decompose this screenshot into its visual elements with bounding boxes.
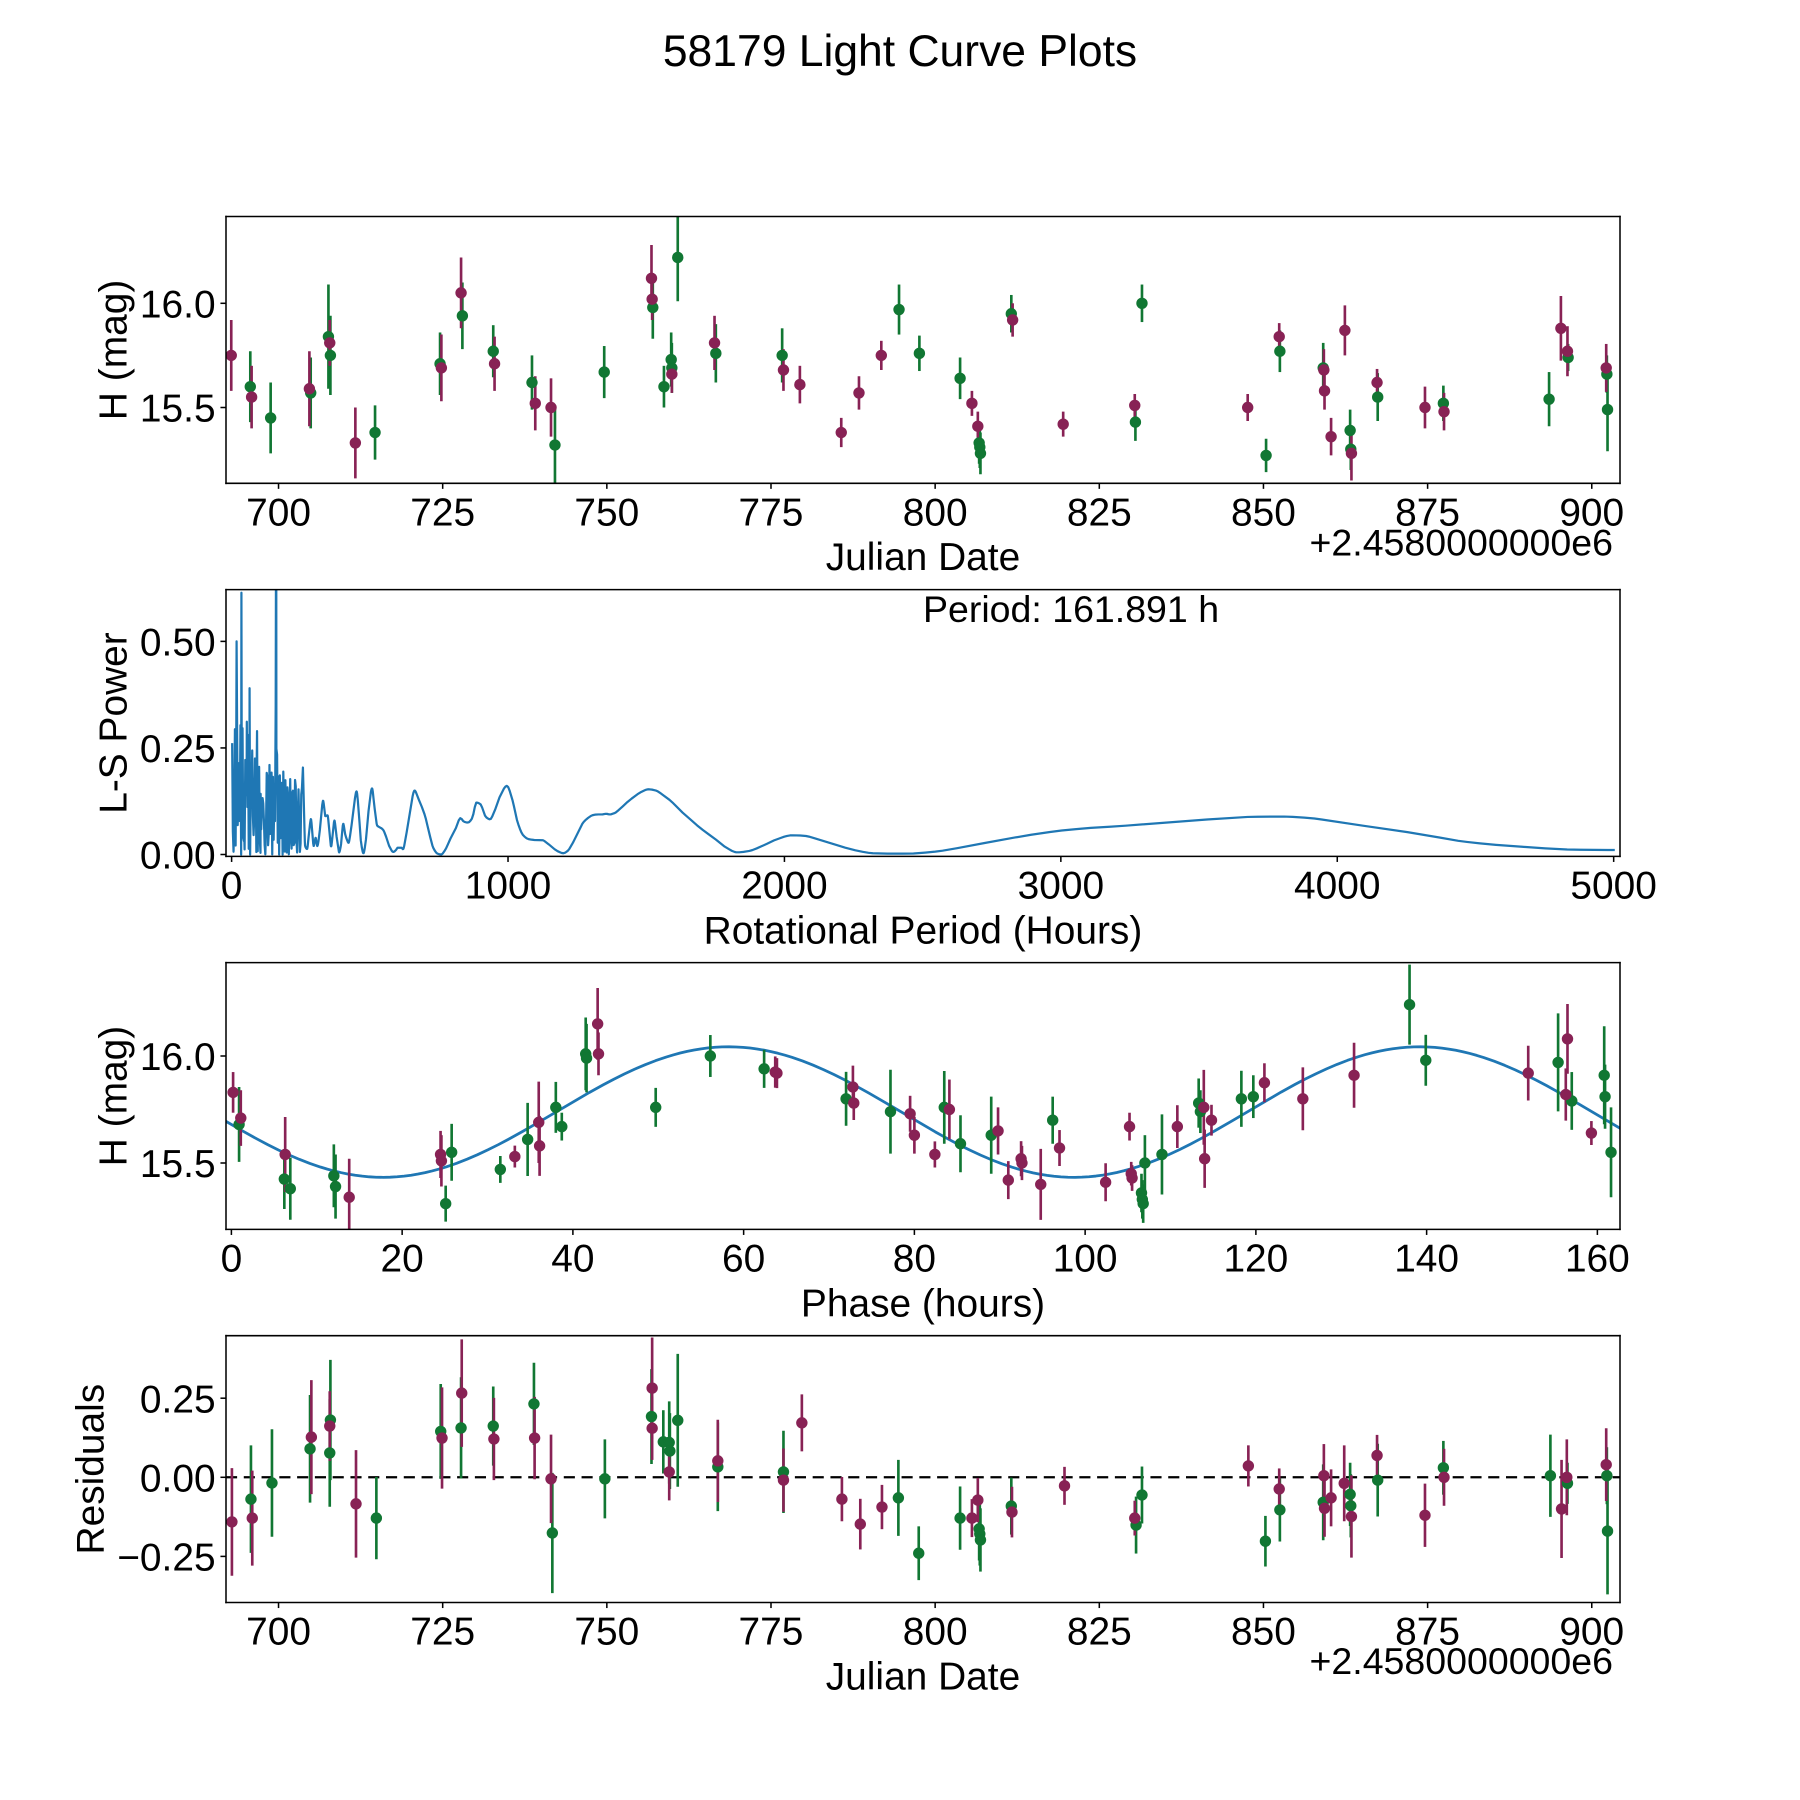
svg-text:H (mag): H (mag) <box>92 280 135 420</box>
svg-text:Julian Date: Julian Date <box>826 536 1021 579</box>
svg-text:+2.4580000000e6: +2.4580000000e6 <box>1310 522 1613 564</box>
svg-text:0.25: 0.25 <box>140 728 216 771</box>
svg-text:Residuals: Residuals <box>70 1384 113 1555</box>
svg-text:Phase (hours): Phase (hours) <box>801 1282 1045 1325</box>
svg-text:900: 900 <box>1559 1611 1624 1654</box>
svg-text:80: 80 <box>893 1237 936 1280</box>
svg-text:Rotational Period (Hours): Rotational Period (Hours) <box>704 909 1143 952</box>
svg-text:800: 800 <box>903 1611 968 1654</box>
svg-text:775: 775 <box>739 1611 804 1654</box>
svg-text:750: 750 <box>574 1611 639 1654</box>
svg-text:3000: 3000 <box>1018 864 1104 907</box>
svg-text:875: 875 <box>1395 1611 1460 1654</box>
svg-text:850: 850 <box>1231 1611 1296 1654</box>
svg-text:2000: 2000 <box>741 864 827 907</box>
svg-text:140: 140 <box>1394 1237 1459 1280</box>
svg-text:875: 875 <box>1395 491 1460 534</box>
svg-text:120: 120 <box>1223 1237 1288 1280</box>
svg-text:16.0: 16.0 <box>140 283 216 326</box>
svg-text:H (mag): H (mag) <box>92 1026 135 1166</box>
svg-text:5000: 5000 <box>1570 864 1656 907</box>
svg-text:0: 0 <box>221 864 243 907</box>
svg-text:0: 0 <box>221 1237 243 1280</box>
svg-text:16.0: 16.0 <box>140 1036 216 1079</box>
svg-text:L-S Power: L-S Power <box>92 632 135 814</box>
svg-text:15.5: 15.5 <box>140 1143 216 1186</box>
svg-text:725: 725 <box>410 491 475 534</box>
svg-text:0.50: 0.50 <box>140 621 216 664</box>
svg-text:850: 850 <box>1231 491 1296 534</box>
svg-text:0.25: 0.25 <box>140 1378 216 1421</box>
svg-text:825: 825 <box>1067 491 1132 534</box>
svg-text:0.00: 0.00 <box>140 1457 216 1500</box>
svg-text:700: 700 <box>246 491 311 534</box>
svg-text:1000: 1000 <box>465 864 551 907</box>
svg-text:4000: 4000 <box>1294 864 1380 907</box>
svg-text:725: 725 <box>410 1611 475 1654</box>
svg-text:20: 20 <box>381 1237 424 1280</box>
svg-text:0.00: 0.00 <box>140 835 216 878</box>
svg-text:900: 900 <box>1559 491 1624 534</box>
svg-text:15.5: 15.5 <box>140 388 216 431</box>
svg-text:40: 40 <box>551 1237 594 1280</box>
svg-text:Period: 161.891 h: Period: 161.891 h <box>923 588 1219 630</box>
svg-text:100: 100 <box>1053 1237 1118 1280</box>
svg-text:775: 775 <box>739 491 804 534</box>
svg-text:800: 800 <box>903 491 968 534</box>
svg-text:Julian Date: Julian Date <box>826 1655 1021 1698</box>
svg-text:58179 Light Curve Plots: 58179 Light Curve Plots <box>663 27 1137 76</box>
svg-text:750: 750 <box>574 491 639 534</box>
svg-text:−0.25: −0.25 <box>117 1536 215 1579</box>
svg-text:700: 700 <box>246 1611 311 1654</box>
svg-text:+2.4580000000e6: +2.4580000000e6 <box>1310 1640 1613 1682</box>
svg-text:825: 825 <box>1067 1611 1132 1654</box>
svg-text:60: 60 <box>722 1237 765 1280</box>
svg-text:160: 160 <box>1565 1237 1630 1280</box>
